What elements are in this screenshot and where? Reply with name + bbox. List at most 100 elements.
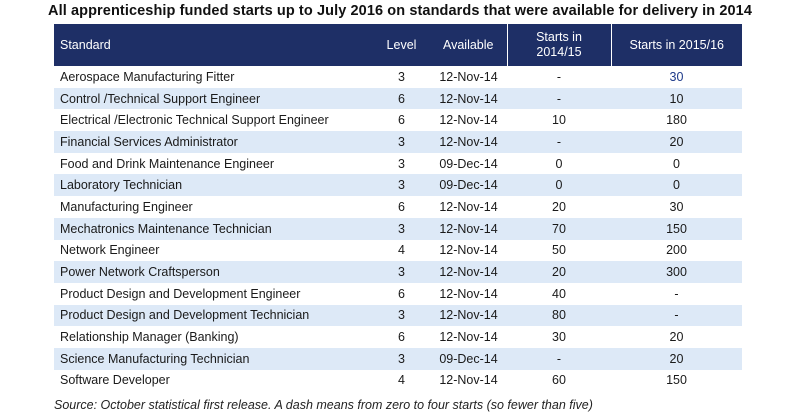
cell-level: 3 bbox=[373, 131, 430, 153]
table-row: Aerospace Manufacturing Fitter 3 12-Nov-14… bbox=[54, 66, 742, 88]
cell-starts-2014-15: 10 bbox=[507, 109, 611, 132]
header-available: Available bbox=[430, 24, 507, 66]
cell-starts-2014-15: - bbox=[507, 87, 611, 110]
cell-standard: Aerospace Manufacturing Fitter bbox=[54, 66, 373, 88]
cell-available: 12-Nov-14 bbox=[430, 131, 507, 153]
cell-starts-2015-16: 30 bbox=[611, 196, 742, 218]
table-row: Laboratory Technician 3 09-Dec-14 0 0 bbox=[54, 174, 742, 197]
cell-starts-2014-15: 20 bbox=[507, 196, 611, 218]
cell-starts-2015-16: 30 bbox=[611, 66, 742, 88]
table-title: All apprenticeship funded starts up to J… bbox=[48, 3, 752, 19]
cell-level: 6 bbox=[373, 87, 430, 110]
cell-available: 12-Nov-14 bbox=[430, 109, 507, 132]
cell-level: 3 bbox=[373, 66, 430, 88]
header-level: Level bbox=[373, 24, 430, 66]
cell-level: 4 bbox=[373, 369, 430, 392]
cell-available: 12-Nov-14 bbox=[430, 369, 507, 392]
cell-standard: Product Design and Development Engineer bbox=[54, 282, 373, 305]
cell-starts-2015-16: 150 bbox=[611, 217, 742, 240]
cell-available: 09-Dec-14 bbox=[430, 152, 507, 175]
source-note: Source: October statistical first releas… bbox=[54, 398, 593, 412]
table-row: Product Design and Development Technicia… bbox=[54, 304, 742, 327]
cell-standard: Manufacturing Engineer bbox=[54, 196, 373, 218]
cell-standard: Power Network Craftsperson bbox=[54, 261, 373, 283]
cell-level: 3 bbox=[373, 217, 430, 240]
cell-starts-2014-15: 0 bbox=[507, 174, 611, 197]
cell-level: 6 bbox=[373, 326, 430, 348]
cell-starts-2015-16: 0 bbox=[611, 152, 742, 175]
cell-starts-2015-16: 180 bbox=[611, 109, 742, 132]
cell-standard: Financial Services Administrator bbox=[54, 131, 373, 153]
cell-available: 12-Nov-14 bbox=[430, 196, 507, 218]
table-row: Food and Drink Maintenance Engineer 3 09-D… bbox=[54, 152, 742, 175]
table-row: Mechatronics Maintenance Technician 3 12-N… bbox=[54, 217, 742, 240]
cell-standard: Food and Drink Maintenance Engineer bbox=[54, 152, 373, 175]
cell-starts-2014-15: - bbox=[507, 131, 611, 153]
cell-standard: Product Design and Development Technicia… bbox=[54, 304, 373, 327]
cell-level: 3 bbox=[373, 261, 430, 283]
cell-starts-2014-15: 0 bbox=[507, 152, 611, 175]
table-row: Network Engineer 4 12-Nov-14 50 200 bbox=[54, 239, 742, 262]
table-row: Power Network Craftsperson 3 12-Nov-14 20 30… bbox=[54, 261, 742, 283]
cell-standard: Laboratory Technician bbox=[54, 174, 373, 197]
cell-starts-2014-15: 50 bbox=[507, 239, 611, 262]
table-row: Product Design and Development Engineer 6… bbox=[54, 282, 742, 305]
cell-starts-2015-16: - bbox=[611, 304, 742, 327]
cell-starts-2014-15: - bbox=[507, 347, 611, 370]
cell-available: 12-Nov-14 bbox=[430, 217, 507, 240]
cell-level: 3 bbox=[373, 152, 430, 175]
cell-starts-2014-15: 60 bbox=[507, 369, 611, 392]
cell-level: 6 bbox=[373, 196, 430, 218]
table-row: Software Developer 4 12-Nov-14 60 150 bbox=[54, 369, 742, 392]
cell-available: 09-Dec-14 bbox=[430, 347, 507, 370]
cell-starts-2015-16: 20 bbox=[611, 326, 742, 348]
header-row: Standard Level Available Starts in 2014/… bbox=[54, 24, 742, 66]
cell-level: 3 bbox=[373, 174, 430, 197]
cell-starts-2015-16: - bbox=[611, 282, 742, 305]
cell-starts-2015-16: 20 bbox=[611, 347, 742, 370]
cell-level: 3 bbox=[373, 304, 430, 327]
table-row: Control /Technical Support Engineer 6 12-N… bbox=[54, 87, 742, 110]
cell-starts-2015-16: 0 bbox=[611, 174, 742, 197]
cell-standard: Science Manufacturing Technician bbox=[54, 347, 373, 370]
cell-starts-2014-15: 70 bbox=[507, 217, 611, 240]
cell-starts-2015-16: 20 bbox=[611, 131, 742, 153]
cell-level: 6 bbox=[373, 109, 430, 132]
cell-starts-2014-15: 20 bbox=[507, 261, 611, 283]
table-row: Relationship Manager (Banking) 6 12-Nov-14… bbox=[54, 326, 742, 348]
cell-level: 4 bbox=[373, 239, 430, 262]
cell-starts-2015-16: 200 bbox=[611, 239, 742, 262]
cell-available: 12-Nov-14 bbox=[430, 326, 507, 348]
starts-table: Standard Level Available Starts in 2014/… bbox=[54, 24, 742, 392]
header-starts-2014-15: Starts in 2014/15 bbox=[506, 24, 611, 66]
table-row: Electrical /Electronic Technical Support… bbox=[54, 109, 742, 132]
table-row: Manufacturing Engineer 6 12-Nov-14 20 30 bbox=[54, 196, 742, 218]
cell-starts-2014-15: 30 bbox=[507, 326, 611, 348]
cell-available: 12-Nov-14 bbox=[430, 87, 507, 110]
cell-standard: Mechatronics Maintenance Technician bbox=[54, 217, 373, 240]
cell-available: 12-Nov-14 bbox=[430, 261, 507, 283]
cell-available: 12-Nov-14 bbox=[430, 282, 507, 305]
cell-starts-2014-15: - bbox=[507, 66, 611, 88]
cell-standard: Electrical /Electronic Technical Support… bbox=[54, 109, 373, 132]
table-row: Science Manufacturing Technician 3 09-Dec-… bbox=[54, 347, 742, 370]
header-starts-2015-16: Starts in 2015/16 bbox=[610, 24, 742, 66]
cell-standard: Control /Technical Support Engineer bbox=[54, 87, 373, 110]
cell-available: 12-Nov-14 bbox=[430, 304, 507, 327]
cell-standard: Software Developer bbox=[54, 369, 373, 392]
table-row: Financial Services Administrator 3 12-Nov-… bbox=[54, 131, 742, 153]
cell-available: 09-Dec-14 bbox=[430, 174, 507, 197]
cell-starts-2015-16: 150 bbox=[611, 369, 742, 392]
cell-level: 3 bbox=[373, 347, 430, 370]
cell-available: 12-Nov-14 bbox=[430, 239, 507, 262]
header-standard: Standard bbox=[54, 24, 373, 66]
header-starts-2014-15-line2: 2014/15 bbox=[536, 45, 582, 59]
cell-starts-2014-15: 40 bbox=[507, 282, 611, 305]
header-starts-2014-15-line1: Starts in bbox=[536, 30, 582, 44]
cell-standard: Relationship Manager (Banking) bbox=[54, 326, 373, 348]
cell-available: 12-Nov-14 bbox=[430, 66, 507, 88]
cell-starts-2015-16: 10 bbox=[611, 87, 742, 110]
cell-level: 6 bbox=[373, 282, 430, 305]
cell-starts-2014-15: 80 bbox=[507, 304, 611, 327]
